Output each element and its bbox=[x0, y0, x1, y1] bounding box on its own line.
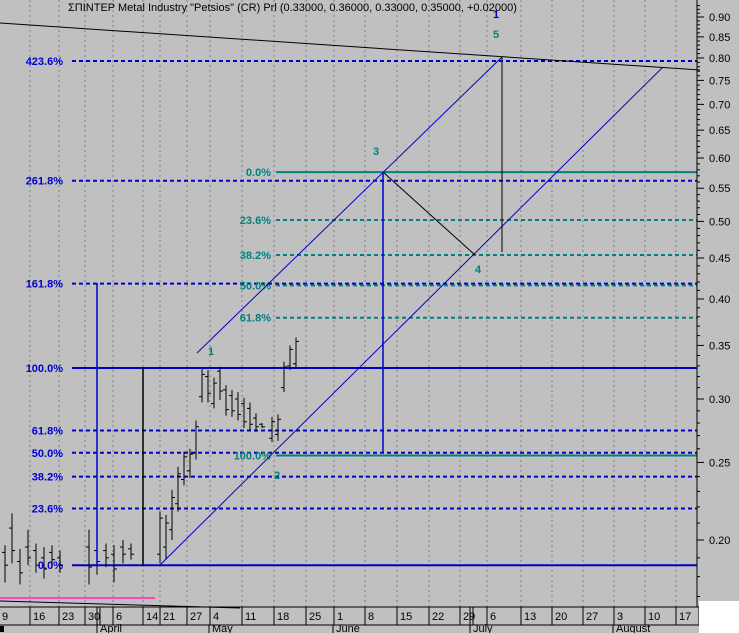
wave-label-5: 5 bbox=[493, 29, 499, 41]
chart-title: ΣΠΙΝΤΕΡ Metal Industry "Petsios" (CR) Pr… bbox=[68, 2, 517, 14]
y-axis-label: 0.85 bbox=[709, 32, 730, 44]
date-label: 15 bbox=[400, 611, 412, 623]
date-label: 8 bbox=[368, 611, 374, 623]
y-axis-label: 0.30 bbox=[709, 394, 730, 406]
y-axis-label: 0.35 bbox=[709, 340, 730, 352]
month-label: May bbox=[212, 623, 233, 633]
fib-teal-label-61.8%: 61.8% bbox=[240, 313, 271, 325]
y-axis-label: 0.70 bbox=[709, 99, 730, 111]
date-label: 11 bbox=[245, 611, 256, 623]
date-label: 27 bbox=[190, 611, 202, 623]
month-label-fragment bbox=[0, 626, 4, 632]
date-label: 22 bbox=[432, 611, 444, 623]
date-label: 1 bbox=[337, 611, 343, 623]
y-axis-label: 0.45 bbox=[709, 253, 730, 265]
y-axis-label: 0.55 bbox=[709, 183, 730, 195]
month-label: July bbox=[473, 623, 493, 633]
y-axis-label: 0.80 bbox=[709, 53, 730, 65]
wave-label-3: 3 bbox=[373, 146, 379, 158]
y-axis-label: 0.60 bbox=[709, 153, 730, 165]
fib-blue-label-423.6%: 423.6% bbox=[26, 56, 64, 68]
fib-blue-label-61.8%: 61.8% bbox=[32, 426, 63, 438]
month-label: June bbox=[336, 623, 360, 633]
date-label: 17 bbox=[679, 611, 691, 623]
month-label: April bbox=[100, 623, 122, 633]
month-label: August bbox=[616, 623, 650, 633]
wave3-to-4-line[interactable] bbox=[382, 171, 476, 256]
fib-blue-label-50.0%: 50.0% bbox=[32, 448, 63, 460]
fib-teal-label-38.2%: 38.2% bbox=[240, 250, 271, 262]
fib-teal-label-23.6%: 23.6% bbox=[240, 215, 271, 227]
wave-label-1: 1 bbox=[493, 9, 499, 21]
fib-teal-label-100.0%: 100.0% bbox=[234, 451, 272, 463]
y-axis-label: 0.75 bbox=[709, 75, 730, 87]
y-axis-label: 0.20 bbox=[709, 535, 730, 547]
fib-blue-label-0.0%: 0.0% bbox=[38, 560, 63, 572]
y-axis-label: 0.50 bbox=[709, 216, 730, 228]
fib-blue-label-23.6%: 23.6% bbox=[32, 503, 63, 515]
fib-blue-label-161.8%: 161.8% bbox=[26, 279, 64, 291]
wave-label-1: 1 bbox=[208, 346, 214, 358]
date-label: 30 bbox=[88, 611, 100, 623]
date-label: 27 bbox=[586, 611, 598, 623]
date-label: 3 bbox=[617, 611, 623, 623]
date-label: 29 bbox=[463, 611, 475, 623]
date-label: 13 bbox=[524, 611, 536, 623]
fib-teal-label-0.0%: 0.0% bbox=[246, 167, 271, 179]
bottom-right-white-corner bbox=[699, 601, 739, 633]
wave-label-2: 2 bbox=[274, 470, 280, 482]
fib-blue-label-100.0%: 100.0% bbox=[26, 363, 64, 375]
date-label: 4 bbox=[213, 611, 219, 623]
date-label: 20 bbox=[555, 611, 567, 623]
date-label: 16 bbox=[33, 611, 45, 623]
date-label: 18 bbox=[277, 611, 289, 623]
y-axis-label: 0.40 bbox=[709, 294, 730, 306]
date-label: 14 bbox=[146, 611, 158, 623]
date-label: 23 bbox=[62, 611, 74, 623]
fib-blue-label-261.8%: 261.8% bbox=[26, 176, 64, 188]
date-label: 6 bbox=[490, 611, 496, 623]
major-downtrend-line[interactable] bbox=[0, 22, 701, 71]
fib-teal-label-50.0%: 50.0% bbox=[240, 280, 271, 292]
channel-upper-line[interactable] bbox=[196, 56, 503, 354]
fib-blue-label-38.2%: 38.2% bbox=[32, 472, 63, 484]
date-label: 10 bbox=[648, 611, 660, 623]
date-label: 21 bbox=[163, 611, 175, 623]
date-label: 9 bbox=[2, 611, 8, 623]
channel-lower-line[interactable] bbox=[159, 66, 664, 566]
date-label: 25 bbox=[309, 611, 321, 623]
date-label: 6 bbox=[116, 611, 122, 623]
wave-label-4: 4 bbox=[475, 264, 482, 276]
y-axis-label: 0.25 bbox=[709, 457, 730, 469]
y-axis-label: 0.90 bbox=[709, 12, 730, 24]
y-axis-label: 0.65 bbox=[709, 125, 730, 137]
